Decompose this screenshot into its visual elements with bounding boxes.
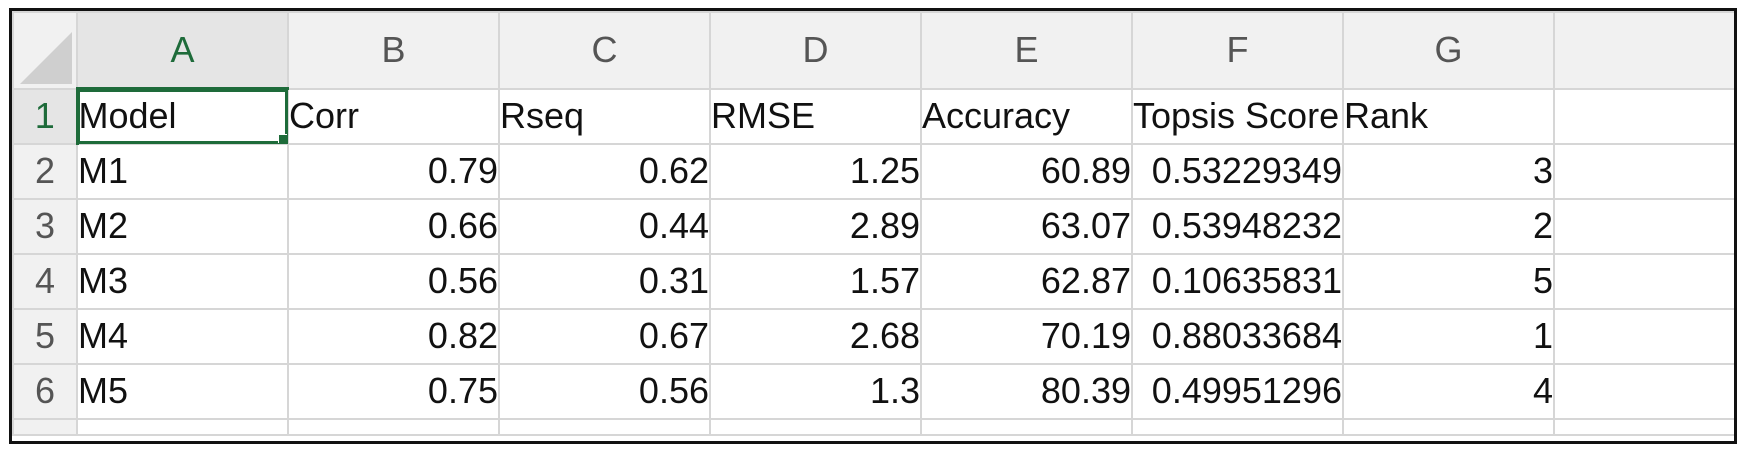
cell-f6[interactable]: 0.49951296: [1131, 362, 1344, 420]
cell-e1[interactable]: Accuracy: [920, 87, 1133, 145]
row-header-2[interactable]: 2: [12, 142, 78, 200]
spreadsheet-frame: A B C D E F G 1 Model Corr Rseq RMSE Acc…: [9, 8, 1737, 444]
cell-b6[interactable]: 0.75: [287, 362, 500, 420]
cell-c3[interactable]: 0.44: [498, 197, 711, 255]
column-header-b[interactable]: B: [287, 11, 500, 90]
column-header-h[interactable]: [1553, 11, 1734, 90]
cell-d7[interactable]: [709, 417, 922, 436]
column-header-row: A B C D E F G: [12, 11, 1734, 90]
row-header-4[interactable]: 4: [12, 252, 78, 310]
cell-b1[interactable]: Corr: [287, 87, 500, 145]
column-header-d[interactable]: D: [709, 11, 922, 90]
cell-f5[interactable]: 0.88033684: [1131, 307, 1344, 365]
cell-e6[interactable]: 80.39: [920, 362, 1133, 420]
cell-a5[interactable]: M4: [76, 307, 289, 365]
cell-h3[interactable]: [1553, 197, 1734, 255]
cell-d4[interactable]: 1.57: [709, 252, 922, 310]
cell-h1[interactable]: [1553, 87, 1734, 145]
cell-b7[interactable]: [287, 417, 500, 436]
row-header-7[interactable]: [12, 417, 78, 436]
column-header-a[interactable]: A: [76, 11, 289, 90]
cell-d6[interactable]: 1.3: [709, 362, 922, 420]
cell-h7[interactable]: [1553, 417, 1734, 436]
cell-b2[interactable]: 0.79: [287, 142, 500, 200]
cell-e3[interactable]: 63.07: [920, 197, 1133, 255]
cell-f1[interactable]: Topsis Score: [1131, 87, 1344, 145]
cell-b4[interactable]: 0.56: [287, 252, 500, 310]
table-row: 6 M5 0.75 0.56 1.3 80.39 0.49951296 4: [12, 362, 1734, 420]
select-all-corner[interactable]: [12, 11, 78, 90]
cell-c4[interactable]: 0.31: [498, 252, 711, 310]
cell-f2[interactable]: 0.53229349: [1131, 142, 1344, 200]
cell-a6[interactable]: M5: [76, 362, 289, 420]
cell-e2[interactable]: 60.89: [920, 142, 1133, 200]
cell-c1[interactable]: Rseq: [498, 87, 711, 145]
cell-f7[interactable]: [1131, 417, 1344, 436]
cell-a2[interactable]: M1: [76, 142, 289, 200]
cell-g2[interactable]: 3: [1342, 142, 1555, 200]
cell-b5[interactable]: 0.82: [287, 307, 500, 365]
row-header-1[interactable]: 1: [12, 87, 79, 145]
cell-e7[interactable]: [920, 417, 1133, 436]
cell-d2[interactable]: 1.25: [709, 142, 922, 200]
cell-d1[interactable]: RMSE: [709, 87, 922, 145]
cell-a3[interactable]: M2: [76, 197, 289, 255]
cell-f4[interactable]: 0.10635831: [1131, 252, 1344, 310]
cell-g3[interactable]: 2: [1342, 197, 1555, 255]
cell-a1[interactable]: Model: [76, 87, 289, 145]
table-row: 4 M3 0.56 0.31 1.57 62.87 0.10635831 5: [12, 252, 1734, 310]
cell-a1-value: Model: [78, 95, 177, 137]
column-header-c[interactable]: C: [498, 11, 711, 90]
fill-handle[interactable]: [278, 133, 286, 142]
select-all-triangle-icon: [20, 31, 72, 84]
cell-c7[interactable]: [498, 417, 711, 436]
cell-f3[interactable]: 0.53948232: [1131, 197, 1344, 255]
cell-h6[interactable]: [1553, 362, 1734, 420]
cell-d5[interactable]: 2.68: [709, 307, 922, 365]
spreadsheet-grid: A B C D E F G 1 Model Corr Rseq RMSE Acc…: [12, 11, 1734, 436]
row-header-5[interactable]: 5: [12, 307, 78, 365]
cell-e4[interactable]: 62.87: [920, 252, 1133, 310]
table-row: 2 M1 0.79 0.62 1.25 60.89 0.53229349 3: [12, 142, 1734, 200]
cell-b3[interactable]: 0.66: [287, 197, 500, 255]
cell-h5[interactable]: [1553, 307, 1734, 365]
column-header-e[interactable]: E: [920, 11, 1133, 90]
cell-g7[interactable]: [1342, 417, 1555, 436]
row-header-3[interactable]: 3: [12, 197, 78, 255]
table-row: 5 M4 0.82 0.67 2.68 70.19 0.88033684 1: [12, 307, 1734, 365]
table-row: 1 Model Corr Rseq RMSE Accuracy Topsis S…: [12, 87, 1734, 145]
partial-row-7: [12, 417, 1734, 436]
cell-c5[interactable]: 0.67: [498, 307, 711, 365]
column-header-g[interactable]: G: [1342, 11, 1555, 90]
cell-h4[interactable]: [1553, 252, 1734, 310]
cell-a7[interactable]: [76, 417, 289, 436]
cell-d3[interactable]: 2.89: [709, 197, 922, 255]
column-header-f[interactable]: F: [1131, 11, 1344, 90]
cell-g1[interactable]: Rank: [1342, 87, 1555, 145]
cell-c2[interactable]: 0.62: [498, 142, 711, 200]
cell-c6[interactable]: 0.56: [498, 362, 711, 420]
cell-g6[interactable]: 4: [1342, 362, 1555, 420]
row-header-6[interactable]: 6: [12, 362, 78, 420]
table-row: 3 M2 0.66 0.44 2.89 63.07 0.53948232 2: [12, 197, 1734, 255]
cell-g4[interactable]: 5: [1342, 252, 1555, 310]
cell-h2[interactable]: [1553, 142, 1734, 200]
cell-e5[interactable]: 70.19: [920, 307, 1133, 365]
cell-a4[interactable]: M3: [76, 252, 289, 310]
cell-g5[interactable]: 1: [1342, 307, 1555, 365]
